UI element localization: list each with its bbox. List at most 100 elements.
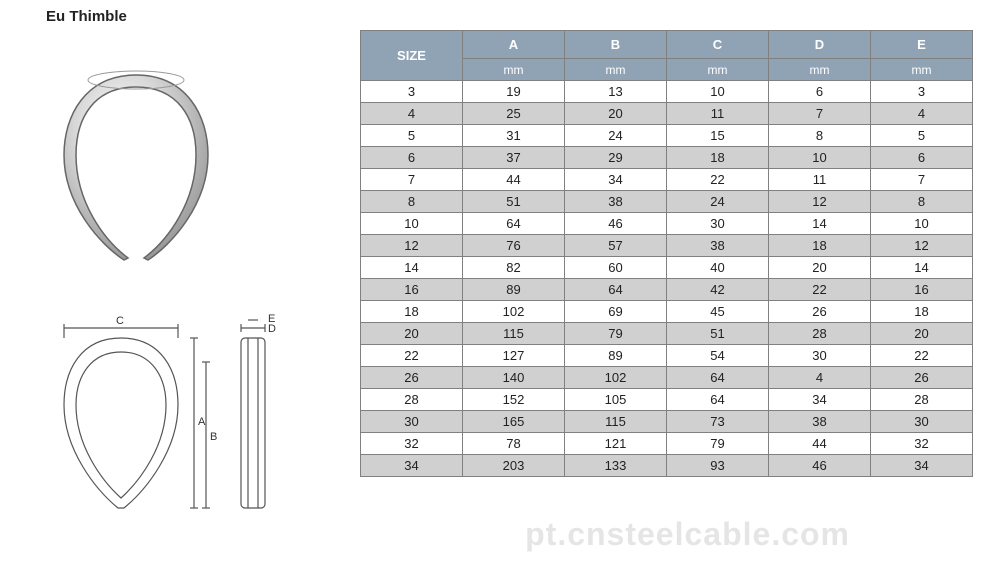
table-row: 34203133934634 bbox=[361, 455, 973, 477]
table-row: 6372918106 bbox=[361, 147, 973, 169]
unit-e: mm bbox=[871, 59, 973, 81]
cell-value: 45 bbox=[667, 301, 769, 323]
cell-value: 69 bbox=[565, 301, 667, 323]
cell-value: 51 bbox=[667, 323, 769, 345]
table-row: 30165115733830 bbox=[361, 411, 973, 433]
cell-size: 34 bbox=[361, 455, 463, 477]
cell-value: 10 bbox=[667, 81, 769, 103]
cell-value: 22 bbox=[769, 279, 871, 301]
cell-value: 7 bbox=[871, 169, 973, 191]
cell-value: 38 bbox=[769, 411, 871, 433]
table-row: 319131063 bbox=[361, 81, 973, 103]
cell-value: 79 bbox=[565, 323, 667, 345]
cell-value: 11 bbox=[769, 169, 871, 191]
cell-size: 16 bbox=[361, 279, 463, 301]
cell-size: 14 bbox=[361, 257, 463, 279]
cell-value: 28 bbox=[769, 323, 871, 345]
cell-value: 12 bbox=[769, 191, 871, 213]
watermark: pt.cnsteelcable.com bbox=[525, 516, 850, 553]
cell-value: 8 bbox=[871, 191, 973, 213]
cell-value: 34 bbox=[871, 455, 973, 477]
unit-b: mm bbox=[565, 59, 667, 81]
cell-value: 46 bbox=[769, 455, 871, 477]
spec-table: SIZE A B C D E mm mm mm mm mm 3191310634… bbox=[360, 30, 973, 477]
cell-size: 30 bbox=[361, 411, 463, 433]
table-row: 531241585 bbox=[361, 125, 973, 147]
cell-value: 7 bbox=[769, 103, 871, 125]
unit-d: mm bbox=[769, 59, 871, 81]
cell-value: 32 bbox=[871, 433, 973, 455]
cell-value: 30 bbox=[871, 411, 973, 433]
table-row: 3278121794432 bbox=[361, 433, 973, 455]
cell-size: 3 bbox=[361, 81, 463, 103]
cell-value: 3 bbox=[871, 81, 973, 103]
cell-value: 10 bbox=[769, 147, 871, 169]
cell-size: 22 bbox=[361, 345, 463, 367]
cell-value: 22 bbox=[871, 345, 973, 367]
cell-value: 64 bbox=[463, 213, 565, 235]
cell-value: 34 bbox=[565, 169, 667, 191]
cell-value: 64 bbox=[667, 367, 769, 389]
cell-value: 8 bbox=[769, 125, 871, 147]
col-c: C bbox=[667, 31, 769, 59]
table-row: 8513824128 bbox=[361, 191, 973, 213]
cell-value: 38 bbox=[565, 191, 667, 213]
cell-value: 46 bbox=[565, 213, 667, 235]
cell-size: 6 bbox=[361, 147, 463, 169]
cell-value: 152 bbox=[463, 389, 565, 411]
cell-value: 24 bbox=[565, 125, 667, 147]
cell-value: 78 bbox=[463, 433, 565, 455]
cell-value: 22 bbox=[667, 169, 769, 191]
cell-value: 13 bbox=[565, 81, 667, 103]
cell-value: 115 bbox=[463, 323, 565, 345]
cell-value: 105 bbox=[565, 389, 667, 411]
cell-value: 4 bbox=[769, 367, 871, 389]
cell-value: 6 bbox=[871, 147, 973, 169]
cell-value: 121 bbox=[565, 433, 667, 455]
cell-value: 44 bbox=[769, 433, 871, 455]
cell-size: 10 bbox=[361, 213, 463, 235]
unit-a: mm bbox=[463, 59, 565, 81]
cell-value: 60 bbox=[565, 257, 667, 279]
cell-value: 34 bbox=[769, 389, 871, 411]
cell-value: 18 bbox=[769, 235, 871, 257]
cell-value: 29 bbox=[565, 147, 667, 169]
cell-value: 44 bbox=[463, 169, 565, 191]
cell-value: 133 bbox=[565, 455, 667, 477]
table-row: 7443422117 bbox=[361, 169, 973, 191]
cell-value: 18 bbox=[871, 301, 973, 323]
cell-value: 4 bbox=[871, 103, 973, 125]
table-row: 106446301410 bbox=[361, 213, 973, 235]
dim-label-a: A bbox=[198, 416, 206, 428]
table-row: 148260402014 bbox=[361, 257, 973, 279]
cell-value: 19 bbox=[463, 81, 565, 103]
cell-value: 93 bbox=[667, 455, 769, 477]
cell-value: 15 bbox=[667, 125, 769, 147]
cell-value: 5 bbox=[871, 125, 973, 147]
cell-value: 16 bbox=[871, 279, 973, 301]
col-size: SIZE bbox=[361, 31, 463, 81]
cell-value: 102 bbox=[463, 301, 565, 323]
cell-value: 20 bbox=[769, 257, 871, 279]
cell-value: 6 bbox=[769, 81, 871, 103]
cell-size: 5 bbox=[361, 125, 463, 147]
cell-value: 140 bbox=[463, 367, 565, 389]
cell-value: 26 bbox=[769, 301, 871, 323]
cell-value: 40 bbox=[667, 257, 769, 279]
table-row: 28152105643428 bbox=[361, 389, 973, 411]
cell-value: 14 bbox=[769, 213, 871, 235]
cell-value: 89 bbox=[463, 279, 565, 301]
thimble-photo bbox=[46, 60, 226, 270]
cell-value: 20 bbox=[871, 323, 973, 345]
cell-value: 12 bbox=[871, 235, 973, 257]
col-a: A bbox=[463, 31, 565, 59]
cell-value: 127 bbox=[463, 345, 565, 367]
cell-value: 11 bbox=[667, 103, 769, 125]
cell-value: 76 bbox=[463, 235, 565, 257]
unit-c: mm bbox=[667, 59, 769, 81]
cell-value: 31 bbox=[463, 125, 565, 147]
cell-value: 18 bbox=[667, 147, 769, 169]
cell-value: 57 bbox=[565, 235, 667, 257]
cell-size: 8 bbox=[361, 191, 463, 213]
dim-label-b: B bbox=[210, 431, 217, 443]
